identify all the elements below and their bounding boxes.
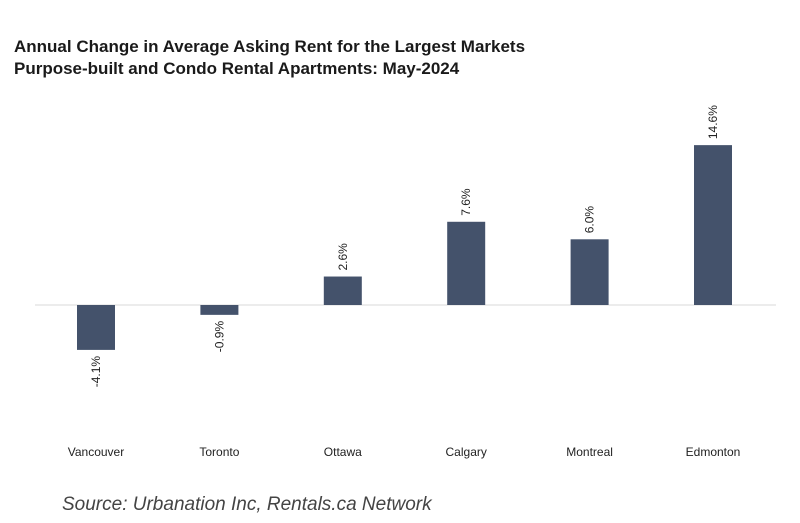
category-label-toronto: Toronto <box>199 445 239 459</box>
bar-toronto <box>200 305 239 315</box>
chart-subtitle: Purpose-built and Condo Rental Apartment… <box>14 59 460 78</box>
category-label-calgary: Calgary <box>446 445 487 459</box>
bar-montreal <box>570 239 609 305</box>
data-label-ottawa: 2.6% <box>336 243 350 271</box>
chart-title-block: Annual Change in Average Asking Rent for… <box>14 36 774 80</box>
bar-vancouver <box>77 305 115 350</box>
bar-edmonton <box>694 145 732 305</box>
category-label-ottawa: Ottawa <box>324 445 362 459</box>
bar-ottawa <box>323 276 362 305</box>
category-label-vancouver: Vancouver <box>68 445 124 459</box>
category-label-montreal: Montreal <box>566 445 613 459</box>
bar-calgary <box>447 221 486 305</box>
data-label-vancouver: -4.1% <box>89 356 103 388</box>
source-note: Source: Urbanation Inc, Rentals.ca Netwo… <box>62 494 432 515</box>
data-label-montreal: 6.0% <box>583 206 597 234</box>
data-label-calgary: 7.6% <box>459 188 473 216</box>
category-label-edmonton: Edmonton <box>686 445 741 459</box>
chart-title: Annual Change in Average Asking Rent for… <box>14 37 526 56</box>
data-label-edmonton: 14.6% <box>706 105 720 139</box>
data-label-toronto: -0.9% <box>212 321 226 353</box>
